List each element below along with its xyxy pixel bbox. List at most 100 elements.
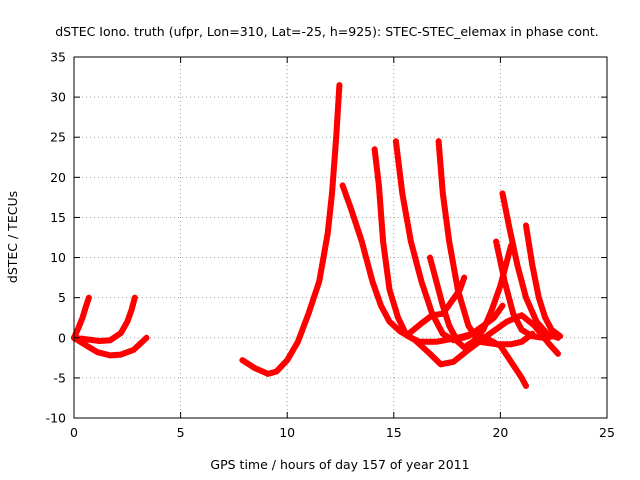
data-point — [546, 322, 553, 329]
data-point — [451, 266, 458, 273]
data-point — [143, 334, 150, 341]
data-point — [531, 274, 538, 281]
data-point — [423, 294, 430, 301]
data-point — [124, 318, 131, 325]
data-point — [439, 190, 446, 197]
data-point — [536, 328, 543, 335]
data-point — [339, 182, 346, 189]
data-point — [281, 360, 288, 366]
data-point — [516, 371, 523, 378]
data-point — [505, 218, 512, 225]
data-point — [509, 306, 516, 313]
data-point — [494, 290, 501, 297]
data-point — [532, 278, 539, 285]
data-point — [500, 321, 507, 328]
data-point — [421, 345, 428, 352]
data-point — [526, 301, 532, 308]
data-point — [129, 302, 136, 309]
data-point — [400, 198, 407, 205]
data-point — [449, 258, 456, 265]
data-point — [439, 330, 446, 337]
data-point — [484, 340, 491, 346]
y-tick-label: -10 — [46, 411, 66, 426]
data-point — [447, 326, 454, 332]
data-point — [441, 306, 448, 313]
data-point — [536, 321, 543, 328]
data-point — [298, 328, 305, 335]
data-point — [305, 310, 312, 317]
data-point — [390, 298, 397, 305]
data-point — [537, 298, 544, 305]
data-point — [405, 226, 412, 233]
data-point — [469, 329, 476, 336]
data-point — [384, 315, 391, 322]
data-point — [508, 234, 515, 241]
data-point — [107, 337, 114, 344]
data-point — [509, 238, 516, 245]
data-point — [518, 338, 525, 345]
data-point — [487, 310, 494, 317]
data-point — [319, 262, 325, 269]
data-point — [495, 250, 502, 257]
data-point — [296, 335, 303, 342]
data-point — [511, 313, 518, 320]
data-point — [499, 302, 506, 309]
data-point — [435, 286, 442, 293]
data-point — [84, 297, 91, 304]
data-point — [425, 298, 432, 305]
y-tick-label: 10 — [50, 250, 66, 265]
data-point — [456, 286, 463, 293]
data-point — [341, 186, 348, 193]
data-point — [398, 321, 405, 328]
data-point — [407, 234, 414, 241]
data-point — [503, 318, 510, 325]
data-point — [496, 286, 502, 293]
data-point — [437, 361, 444, 368]
data-point — [425, 315, 432, 321]
data-point — [421, 286, 428, 293]
data-point — [444, 226, 451, 233]
data-point — [239, 357, 246, 364]
data-point — [130, 346, 137, 353]
data-point — [493, 294, 500, 301]
data-point — [441, 202, 448, 209]
data-point — [300, 324, 307, 331]
data-point — [363, 254, 370, 261]
data-point — [510, 310, 517, 317]
data-point — [524, 230, 531, 237]
data-point — [529, 308, 536, 315]
data-point — [457, 294, 464, 301]
data-point — [501, 278, 508, 285]
data-point — [364, 258, 371, 265]
data-point — [532, 315, 539, 322]
data-point — [357, 234, 364, 241]
data-point — [416, 270, 423, 277]
data-point — [324, 234, 330, 241]
data-point — [451, 332, 458, 339]
data-point — [524, 298, 531, 305]
data-point — [380, 238, 387, 245]
data-point — [301, 321, 308, 328]
data-point — [405, 330, 412, 337]
data-point — [523, 294, 529, 301]
data-point — [245, 361, 252, 368]
y-tick-label: 25 — [50, 130, 66, 145]
data-point — [323, 238, 330, 245]
data-point — [519, 282, 526, 289]
data-point — [405, 222, 411, 229]
data-point — [127, 310, 134, 317]
data-point — [401, 202, 408, 209]
data-point — [395, 314, 402, 321]
data-point — [372, 286, 379, 293]
data-point — [530, 311, 537, 318]
data-point — [517, 323, 523, 330]
x-axis-label: GPS time / hours of day 157 of year 2011 — [210, 457, 469, 472]
data-point — [389, 294, 395, 301]
data-point — [321, 250, 328, 257]
data-point — [427, 306, 434, 313]
data-point — [83, 342, 90, 349]
data-point — [308, 302, 315, 309]
data-point — [438, 298, 445, 305]
data-point — [522, 336, 529, 343]
data-point — [402, 206, 409, 213]
